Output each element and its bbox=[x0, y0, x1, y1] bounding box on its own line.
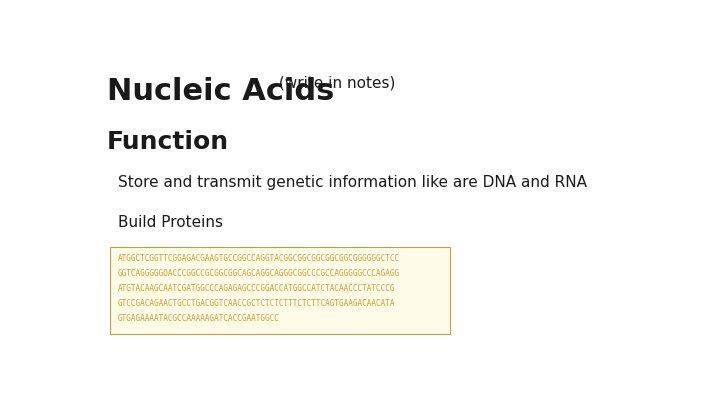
Text: GGTCAGGGGGOACCCGGCCGCGGCGGCAGCAGGCAGGGCGGCCCGCCAGGGGGCCCAGAGG: GGTCAGGGGGOACCCGGCCGCGGCGGCAGCAGGCAGGGCG… bbox=[118, 269, 400, 278]
Text: GTGAGAAAATACGCCAAAAAGATCACCGAATGGCC: GTGAGAAAATACGCCAAAAAGATCACCGAATGGCC bbox=[118, 314, 280, 323]
Text: Store and transmit genetic information like are DNA and RNA: Store and transmit genetic information l… bbox=[118, 175, 587, 190]
Text: Nucleic Acids: Nucleic Acids bbox=[107, 77, 334, 106]
Text: (write in notes): (write in notes) bbox=[274, 76, 395, 91]
Text: Function: Function bbox=[107, 130, 229, 153]
Text: ATGGCTCGGTTCGGAGACGAAGTGCCGGCCAGGTACGGCGGCGGCGGCGGCGGGGGGCTCC: ATGGCTCGGTTCGGAGACGAAGTGCCGGCCAGGTACGGCG… bbox=[118, 254, 400, 263]
Text: Build Proteins: Build Proteins bbox=[118, 215, 223, 230]
Text: GTCCGACAGAACTGCCTGACGGTCAACCGCTCTCTCTTTCTCTTCAGTGAAGACAACATA: GTCCGACAGAACTGCCTGACGGTCAACCGCTCTCTCTTTC… bbox=[118, 299, 395, 308]
Text: ATGTACAAGCAATCGATGGCCCAGAGAGCCCGGACCATGGCCATCTACAACCCTATCCCG: ATGTACAAGCAATCGATGGCCCAGAGAGCCCGGACCATGG… bbox=[118, 284, 395, 293]
FancyBboxPatch shape bbox=[109, 247, 450, 334]
